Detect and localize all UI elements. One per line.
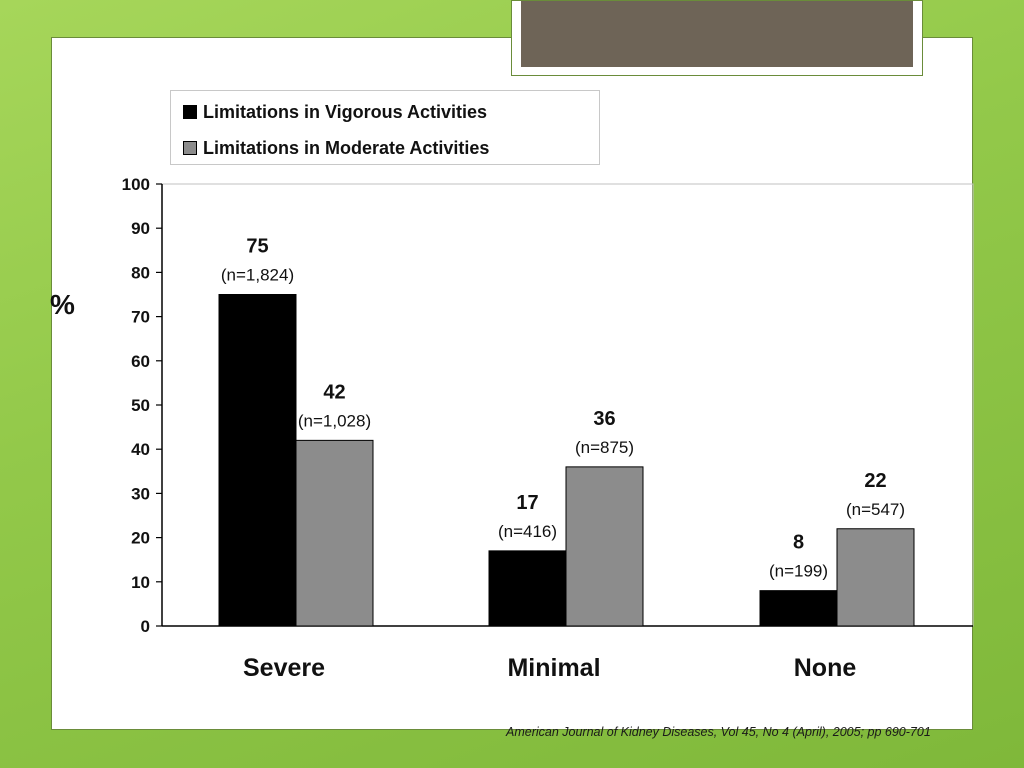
title-placeholder bbox=[511, 0, 923, 76]
data-label-value: 17 bbox=[516, 492, 538, 514]
y-tick-label: 50 bbox=[131, 396, 150, 415]
y-axis-label: % bbox=[50, 289, 75, 320]
y-tick-label: 40 bbox=[131, 440, 150, 459]
legend-swatch-moderate bbox=[183, 141, 197, 155]
legend-item-vigorous: Limitations in Vigorous Activities bbox=[183, 101, 487, 123]
y-tick-label: 10 bbox=[131, 573, 150, 592]
y-tick-label: 80 bbox=[131, 263, 150, 282]
y-tick-label: 90 bbox=[131, 219, 150, 238]
data-label-count: (n=547) bbox=[846, 500, 905, 519]
data-label-value: 42 bbox=[323, 381, 345, 403]
y-tick-label: 0 bbox=[141, 617, 150, 636]
legend-label-vigorous: Limitations in Vigorous Activities bbox=[203, 101, 488, 122]
y-tick-label: 60 bbox=[131, 352, 150, 371]
data-label-value: 75 bbox=[246, 236, 268, 258]
y-tick-label: 30 bbox=[131, 484, 150, 503]
data-label-count: (n=416) bbox=[498, 522, 557, 541]
bar bbox=[218, 294, 297, 627]
legend-item-moderate: Limitations in Moderate Activities bbox=[183, 137, 489, 159]
chart-legend: Limitations in Vigorous Activities Limit… bbox=[170, 90, 600, 165]
bar bbox=[488, 550, 567, 627]
legend-label-moderate: Limitations in Moderate Activities bbox=[203, 137, 490, 158]
x-category-label: None bbox=[794, 654, 857, 682]
bar bbox=[565, 466, 644, 627]
data-label-value: 36 bbox=[593, 408, 615, 430]
legend-swatch-vigorous bbox=[183, 105, 197, 119]
y-tick-label: 20 bbox=[131, 529, 150, 548]
y-tick-label: 100 bbox=[122, 175, 150, 194]
y-tick-label: 70 bbox=[131, 308, 150, 327]
data-label-count: (n=1,824) bbox=[221, 266, 294, 285]
data-label-value: 8 bbox=[793, 532, 804, 554]
data-label-value: 22 bbox=[864, 470, 886, 492]
source-citation: American Journal of Kidney Diseases, Vol… bbox=[506, 725, 931, 739]
bar bbox=[759, 590, 838, 627]
bar bbox=[836, 528, 915, 627]
data-label-count: (n=875) bbox=[575, 438, 634, 457]
x-category-label: Minimal bbox=[507, 654, 600, 682]
data-label-count: (n=1,028) bbox=[298, 411, 371, 430]
x-category-label: Severe bbox=[243, 654, 325, 682]
title-bar bbox=[521, 1, 913, 67]
data-label-count: (n=199) bbox=[769, 562, 828, 581]
bar bbox=[295, 439, 374, 627]
